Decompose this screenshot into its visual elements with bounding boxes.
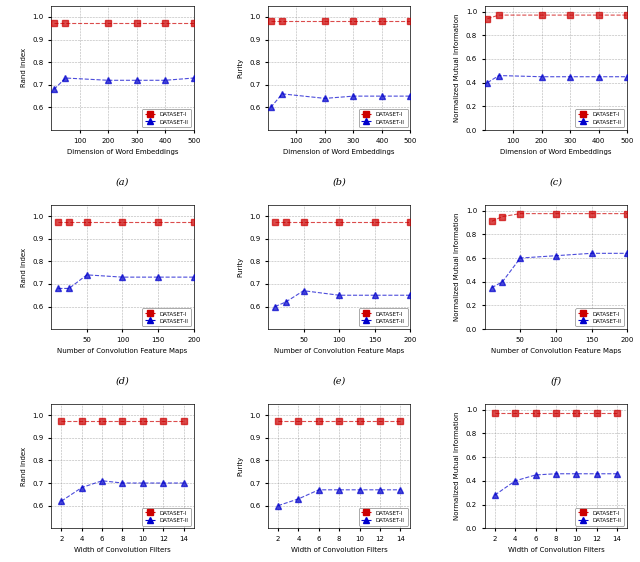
Text: (e): (e) [333,377,346,386]
Text: (d): (d) [116,377,129,386]
Legend: DATASET-I, DATASET-II: DATASET-I, DATASET-II [575,109,625,127]
Legend: DATASET-I, DATASET-II: DATASET-I, DATASET-II [142,309,191,327]
Y-axis label: Normalized Mutual Information: Normalized Mutual Information [454,412,460,520]
X-axis label: Width of Convolution Filters: Width of Convolution Filters [74,547,171,554]
X-axis label: Dimension of Word Embeddings: Dimension of Word Embeddings [67,149,178,155]
Legend: DATASET-I, DATASET-II: DATASET-I, DATASET-II [358,309,408,327]
Legend: DATASET-I, DATASET-II: DATASET-I, DATASET-II [358,507,408,525]
Y-axis label: Purity: Purity [237,257,243,277]
Y-axis label: Normalized Mutual Information: Normalized Mutual Information [454,212,460,321]
X-axis label: Width of Convolution Filters: Width of Convolution Filters [508,547,604,554]
X-axis label: Width of Convolution Filters: Width of Convolution Filters [291,547,388,554]
X-axis label: Dimension of Word Embeddings: Dimension of Word Embeddings [284,149,395,155]
X-axis label: Number of Convolution Feature Maps: Number of Convolution Feature Maps [274,348,404,355]
Y-axis label: Purity: Purity [237,58,243,78]
Text: (c): (c) [549,178,563,187]
Legend: DATASET-I, DATASET-II: DATASET-I, DATASET-II [142,507,191,525]
Y-axis label: Normalized Mutual Information: Normalized Mutual Information [454,13,460,122]
X-axis label: Number of Convolution Feature Maps: Number of Convolution Feature Maps [491,348,621,355]
X-axis label: Dimension of Word Embeddings: Dimension of Word Embeddings [500,149,612,155]
Y-axis label: Purity: Purity [237,456,243,476]
Y-axis label: Rand Index: Rand Index [20,446,27,486]
Legend: DATASET-I, DATASET-II: DATASET-I, DATASET-II [358,109,408,127]
Text: (b): (b) [332,178,346,187]
Legend: DATASET-I, DATASET-II: DATASET-I, DATASET-II [142,109,191,127]
Y-axis label: Rand Index: Rand Index [20,247,27,287]
Text: (f): (f) [550,377,561,386]
Y-axis label: Rand Index: Rand Index [20,48,27,88]
Text: (a): (a) [116,178,129,187]
Legend: DATASET-I, DATASET-II: DATASET-I, DATASET-II [575,507,625,525]
Legend: DATASET-I, DATASET-II: DATASET-I, DATASET-II [575,309,625,327]
X-axis label: Number of Convolution Feature Maps: Number of Convolution Feature Maps [58,348,188,355]
